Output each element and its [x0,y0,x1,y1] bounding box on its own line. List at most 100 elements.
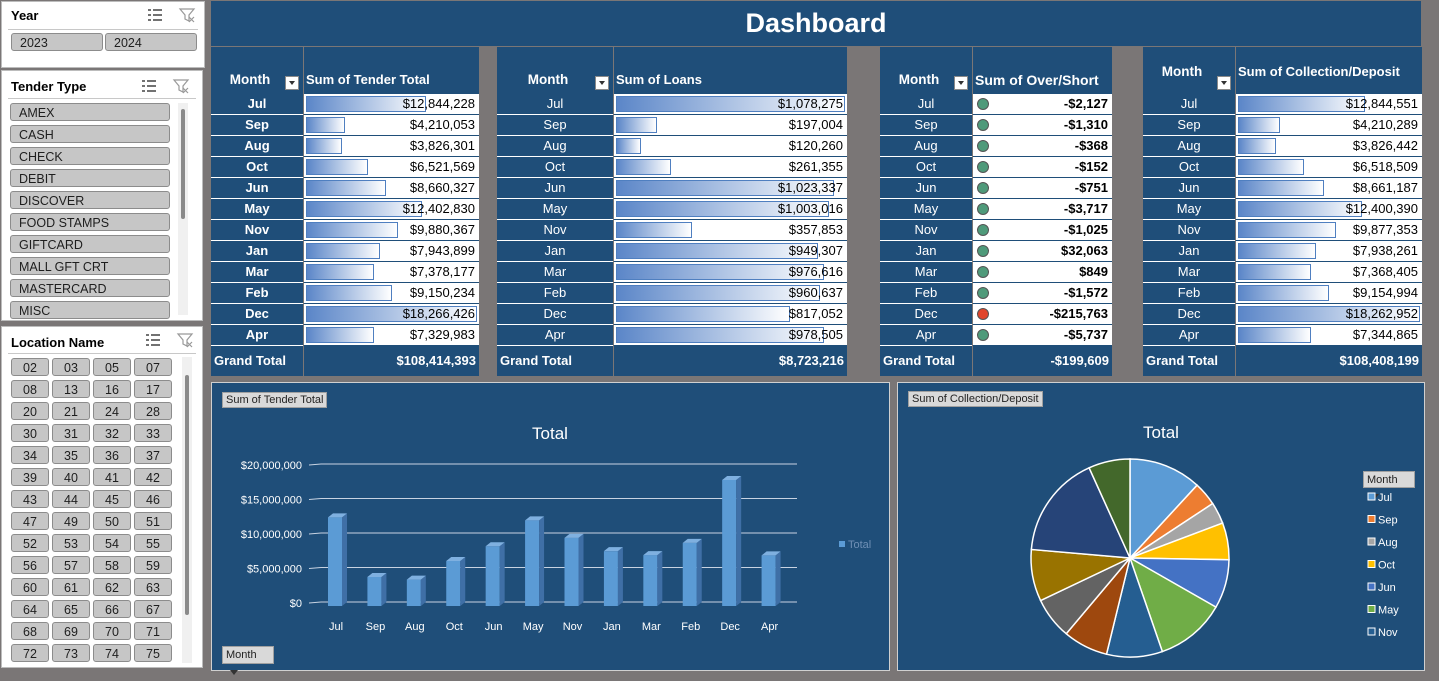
location-button[interactable]: 65 [52,600,90,618]
location-button[interactable]: 57 [52,556,90,574]
location-button[interactable]: 43 [11,490,49,508]
month-cell: Apr [880,325,972,346]
x-tick-label: Mar [642,621,661,633]
location-button[interactable]: 31 [52,424,90,442]
location-button[interactable]: 47 [11,512,49,530]
location-button[interactable]: 68 [11,622,49,640]
tender-type-button[interactable]: CHECK [10,147,170,165]
location-button[interactable]: 63 [134,578,172,596]
location-button[interactable]: 02 [11,358,49,376]
month-filter-dropdown[interactable] [595,76,609,90]
location-button[interactable]: 33 [134,424,172,442]
tender-type-button[interactable]: MALL GFT CRT [10,257,170,275]
tender-type-button[interactable]: GIFTCARD [10,235,170,253]
location-button[interactable]: 20 [11,402,49,420]
tender-type-button[interactable]: AMEX [10,103,170,121]
year-2024-button[interactable]: 2024 [105,33,197,51]
location-button[interactable]: 67 [134,600,172,618]
location-button[interactable]: 45 [93,490,131,508]
value-text: $12,402,830 [402,201,475,216]
location-button[interactable]: 52 [11,534,49,552]
tender-type-button[interactable]: CASH [10,125,170,143]
tender-total-field-button[interactable]: Sum of Tender Total [222,392,328,408]
value-cell: $817,052 [614,304,847,325]
location-scrollbar[interactable] [182,357,192,663]
legend-swatch [1367,582,1376,591]
tender-type-button[interactable]: MASTERCARD [10,279,170,297]
multi-select-icon[interactable] [140,77,158,95]
location-button[interactable]: 64 [11,600,49,618]
location-button[interactable]: 54 [93,534,131,552]
tender-type-button[interactable]: MISC [10,301,170,319]
value-cell: $7,344,865 [1236,325,1422,346]
location-button[interactable]: 44 [52,490,90,508]
value-text: $6,521,569 [409,159,475,174]
location-button[interactable]: 24 [93,402,131,420]
location-button[interactable]: 34 [11,446,49,464]
month-filter-dropdown[interactable] [954,76,968,90]
location-button[interactable]: 50 [93,512,131,530]
location-button[interactable]: 58 [93,556,131,574]
location-button[interactable]: 39 [11,468,49,486]
location-button[interactable]: 53 [52,534,90,552]
tender-type-button[interactable]: DISCOVER [10,191,170,209]
collection-field-button[interactable]: Sum of Collection/Deposit [908,391,1043,407]
location-button[interactable]: 46 [134,490,172,508]
location-button[interactable]: 35 [52,446,90,464]
location-button[interactable]: 56 [11,556,49,574]
location-slicer: Location Name 02 03 05 07 08 13 16 17 20 21 24 28 30… [1,326,203,668]
location-button[interactable]: 72 [11,644,49,662]
location-button[interactable]: 03 [52,358,90,376]
month-axis-field-button[interactable]: Month [222,646,274,675]
location-button[interactable]: 69 [52,622,90,640]
clear-filter-icon[interactable] [172,77,190,95]
location-button[interactable]: 71 [134,622,172,640]
clear-filter-icon[interactable] [176,331,194,349]
location-button[interactable]: 07 [134,358,172,376]
location-button[interactable]: 70 [93,622,131,640]
location-button[interactable]: 60 [11,578,49,596]
tender-type-button[interactable]: DEBIT [10,169,170,187]
location-button[interactable]: 37 [134,446,172,464]
value-text: -$751 [1074,180,1108,195]
location-button[interactable]: 17 [134,380,172,398]
multi-select-icon[interactable] [144,331,162,349]
location-button[interactable]: 62 [93,578,131,596]
year-2023-button[interactable]: 2023 [11,33,103,51]
location-button[interactable]: 28 [134,402,172,420]
location-button[interactable]: 30 [11,424,49,442]
month-filter-dropdown[interactable] [1217,76,1231,90]
location-button[interactable]: 08 [11,380,49,398]
status-light-icon [977,329,989,341]
location-button[interactable]: 59 [134,556,172,574]
location-button[interactable]: 73 [52,644,90,662]
month-header-label: Month [898,72,940,87]
month-cell: May [880,199,972,220]
location-button[interactable]: 49 [52,512,90,530]
tender-scrollbar[interactable] [178,103,188,315]
location-button[interactable]: 36 [93,446,131,464]
location-button[interactable]: 75 [134,644,172,662]
location-button[interactable]: 21 [52,402,90,420]
location-button[interactable]: 13 [52,380,90,398]
location-button[interactable]: 74 [93,644,131,662]
tender-type-button[interactable]: FOOD STAMPS [10,213,170,231]
clear-filter-icon[interactable] [178,6,196,24]
location-button[interactable]: 42 [134,468,172,486]
value-text: $6,518,509 [1352,159,1418,174]
value-header-label: Sum of Collection/Deposit [1238,64,1400,79]
location-button[interactable]: 16 [93,380,131,398]
location-button[interactable]: 55 [134,534,172,552]
multi-select-icon[interactable] [146,6,164,24]
location-button[interactable]: 61 [52,578,90,596]
location-button[interactable]: 51 [134,512,172,530]
location-button[interactable]: 41 [93,468,131,486]
dashboard-title: Dashboard [211,1,1421,46]
location-button[interactable]: 32 [93,424,131,442]
status-light-icon [977,203,989,215]
location-button[interactable]: 40 [52,468,90,486]
month-filter-dropdown[interactable] [285,76,299,90]
value-text: $8,660,327 [409,180,475,195]
location-button[interactable]: 05 [93,358,131,376]
location-button[interactable]: 66 [93,600,131,618]
